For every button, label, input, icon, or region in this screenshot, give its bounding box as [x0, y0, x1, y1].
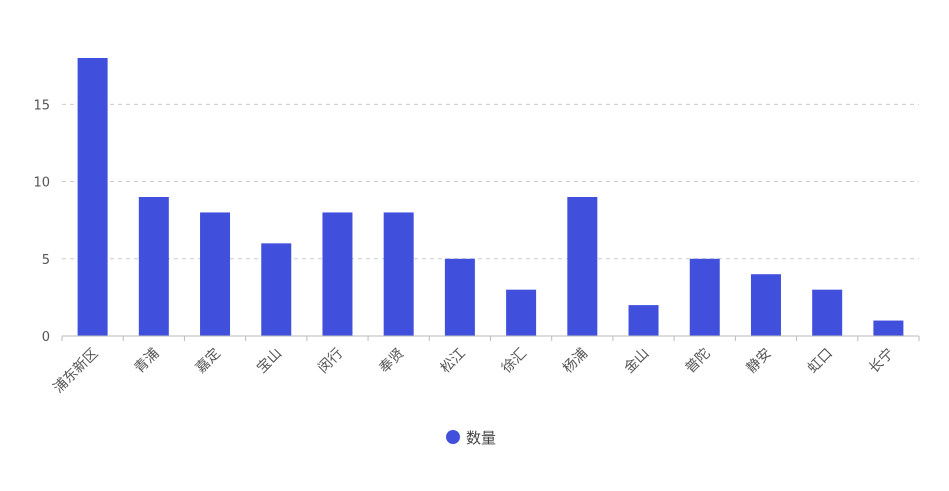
- x-tick-label: 金山: [621, 346, 652, 377]
- x-tick-label: 静安: [744, 346, 775, 377]
- bar[interactable]: [200, 212, 231, 336]
- legend[interactable]: 数量: [446, 429, 496, 447]
- x-tick-label: 普陀: [682, 346, 713, 377]
- grid-lines: [62, 103, 919, 260]
- x-tick-label: 长宁: [865, 345, 897, 377]
- bar[interactable]: [77, 58, 108, 336]
- x-tick-label: 松江: [438, 346, 469, 377]
- x-tick-label: 杨浦: [560, 346, 591, 377]
- y-tick-label: 0: [42, 330, 50, 345]
- bar[interactable]: [444, 258, 475, 336]
- legend-label[interactable]: 数量: [466, 429, 496, 447]
- x-tick-label: 闵行: [315, 346, 346, 377]
- x-tick-label: 嘉定: [193, 346, 224, 377]
- legend-marker-icon[interactable]: [446, 430, 460, 444]
- bar[interactable]: [567, 197, 598, 336]
- y-tick-label: 10: [33, 176, 50, 191]
- y-tick-label: 15: [33, 98, 50, 113]
- bars: [77, 58, 904, 336]
- bar[interactable]: [812, 289, 843, 336]
- bar[interactable]: [138, 197, 169, 336]
- x-tick-label: 浦东新区: [51, 346, 102, 397]
- bar[interactable]: [750, 274, 781, 336]
- x-tick-label: 宝山: [254, 346, 285, 377]
- bar[interactable]: [322, 212, 353, 336]
- bar[interactable]: [506, 289, 537, 336]
- bar[interactable]: [689, 258, 720, 336]
- x-axis: [61, 335, 920, 341]
- x-tick-label: 青浦: [132, 346, 163, 377]
- x-tick-label: 徐汇: [499, 346, 530, 377]
- x-axis-labels: 浦东新区 青浦 嘉定 宝山 闵行 奉贤 松江 徐汇 杨浦 金山 普陀 静安 虹口 长宁: [51, 345, 898, 397]
- bar[interactable]: [261, 243, 292, 336]
- y-axis-ticks: 0 5 10 15: [33, 98, 50, 345]
- bar[interactable]: [628, 305, 659, 336]
- bar[interactable]: [383, 212, 414, 336]
- y-tick-label: 5: [42, 253, 50, 268]
- x-tick-label: 奉贤: [376, 346, 407, 377]
- bar[interactable]: [873, 320, 904, 336]
- x-tick-label: 虹口: [805, 346, 836, 377]
